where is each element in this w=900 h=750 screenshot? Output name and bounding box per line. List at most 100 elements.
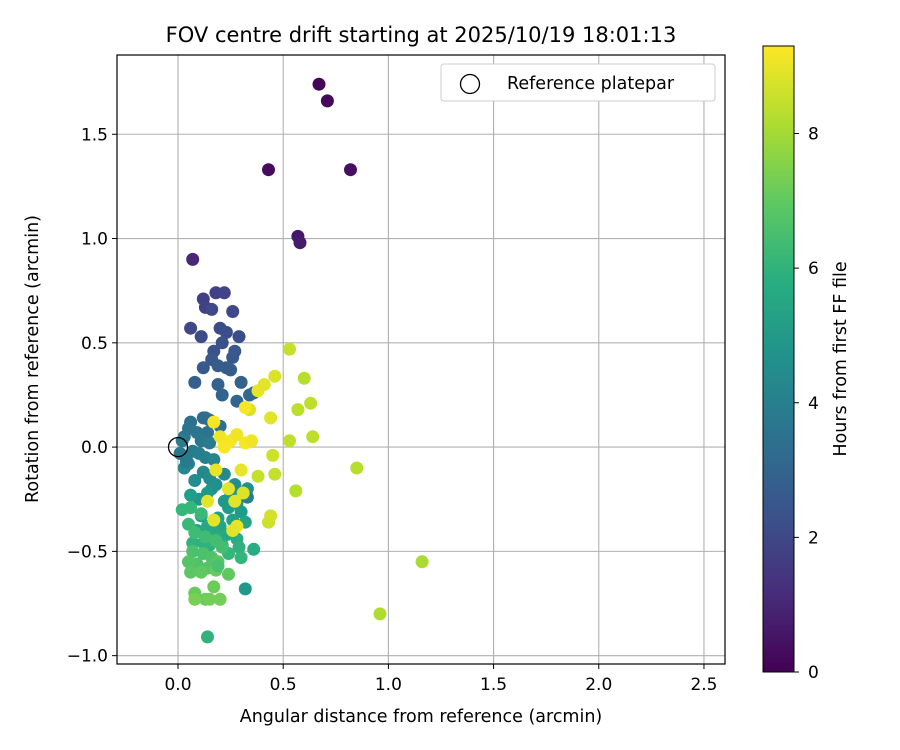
y-tick-label: −0.5 — [67, 542, 108, 562]
x-tick-label: 1.0 — [375, 675, 402, 695]
y-tick-label: 1.5 — [81, 125, 108, 145]
data-point — [219, 325, 233, 339]
data-point — [262, 163, 275, 177]
data-point — [222, 567, 235, 581]
reference-marker — [167, 436, 189, 458]
colorbar-gradient — [762, 45, 795, 673]
data-point — [182, 555, 195, 569]
y-tick-label: 0.5 — [81, 334, 108, 354]
y-tick-label: −1.0 — [67, 647, 108, 667]
data-point — [184, 565, 198, 579]
data-point — [213, 592, 227, 606]
colorbar-ticks: 0 2 4 6 8 — [794, 125, 819, 683]
x-tick-label: 0.5 — [270, 675, 297, 695]
y-tick-label: 0.0 — [81, 438, 108, 458]
data-point — [207, 580, 221, 594]
data-point — [205, 302, 219, 316]
data-point — [230, 428, 244, 442]
data-point — [293, 236, 307, 250]
data-point — [228, 494, 242, 508]
data-point — [203, 436, 217, 450]
data-point — [264, 411, 278, 425]
data-point — [198, 530, 212, 544]
legend-reference-marker — [459, 73, 481, 95]
data-point — [238, 582, 252, 596]
grid-lines — [117, 55, 725, 664]
data-point — [217, 440, 231, 454]
x-tick-label: 2.5 — [690, 675, 717, 695]
data-point — [226, 350, 240, 364]
data-point — [201, 494, 214, 508]
data-point — [283, 342, 296, 356]
data-point — [297, 371, 311, 385]
data-point — [186, 252, 200, 266]
x-ticks: 0.0 0.5 1.0 1.5 2.0 2.5 — [164, 664, 717, 695]
data-point — [184, 321, 198, 335]
data-point — [207, 415, 221, 429]
data-point — [184, 501, 198, 515]
y-tick-label: 1.0 — [81, 230, 108, 250]
data-point — [186, 544, 200, 558]
legend-box — [440, 63, 716, 102]
colorbar-tick-label: 0 — [808, 663, 819, 683]
x-tick-label: 0.0 — [164, 675, 191, 695]
data-points — [173, 77, 429, 644]
data-point — [222, 482, 235, 496]
data-point — [247, 542, 261, 556]
data-point — [238, 401, 252, 414]
legend-label: Reference platepar — [507, 74, 675, 94]
plot-frame — [116, 54, 726, 665]
data-point — [344, 163, 357, 177]
data-point — [211, 559, 225, 573]
x-tick-label: 1.5 — [480, 675, 507, 695]
data-point — [415, 555, 429, 569]
data-point — [236, 486, 250, 500]
data-point — [188, 474, 202, 487]
data-point — [306, 430, 320, 444]
data-point — [232, 330, 246, 344]
data-point — [194, 507, 208, 521]
data-point — [215, 540, 229, 554]
colorbar-tick-label: 2 — [808, 528, 819, 548]
data-point — [234, 375, 248, 389]
data-point — [207, 513, 221, 527]
x-tick-label: 2.0 — [585, 675, 612, 695]
data-point — [201, 630, 214, 644]
colorbar: 0 2 4 6 8 Hours from first FF file — [762, 45, 851, 683]
data-point — [234, 551, 248, 565]
data-point — [245, 434, 259, 448]
data-point — [194, 565, 208, 579]
data-point — [320, 94, 334, 108]
data-point — [209, 463, 223, 477]
data-point — [184, 488, 198, 502]
data-point — [215, 336, 229, 350]
data-point — [350, 461, 364, 475]
data-point — [304, 396, 318, 410]
data-point — [188, 526, 202, 540]
data-point — [257, 378, 271, 391]
x-axis-label: Angular distance from reference (arcmin) — [240, 707, 603, 727]
data-point — [196, 411, 210, 425]
data-point — [264, 509, 278, 523]
data-point — [232, 540, 246, 554]
colorbar-tick-label: 4 — [808, 394, 819, 414]
chart-title: FOV centre drift starting at 2025/10/19 … — [166, 23, 677, 47]
data-point — [268, 369, 282, 383]
legend: Reference platepar — [440, 63, 716, 102]
data-point — [373, 607, 387, 621]
data-point — [289, 484, 303, 498]
colorbar-label: Hours from first FF file — [831, 261, 851, 456]
data-point — [234, 505, 248, 519]
data-point — [217, 286, 231, 300]
colorbar-tick-label: 6 — [808, 259, 819, 279]
data-point — [268, 467, 282, 481]
data-point — [291, 403, 305, 417]
data-point — [179, 455, 193, 469]
data-point — [196, 361, 210, 375]
y-axis-label: Rotation from reference (arcmin) — [23, 215, 43, 503]
data-point — [226, 524, 240, 537]
data-point — [188, 592, 202, 606]
data-point — [266, 448, 280, 462]
data-point — [251, 469, 265, 483]
